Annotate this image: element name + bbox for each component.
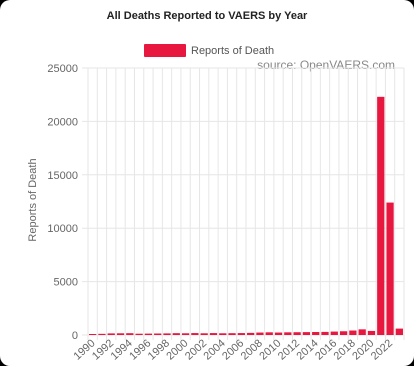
bar-1999 [173,333,180,335]
y-tick-label: 10000 [47,223,78,235]
bar-2001 [191,333,198,335]
y-tick-label: 5000 [54,277,78,289]
bar-2004 [219,333,226,335]
gridlines [82,68,404,340]
bar-2017 [340,331,347,335]
bar-2011 [284,332,291,335]
bar-2015 [321,332,328,335]
legend-label: Reports of Death [191,45,274,57]
bar-2006 [238,333,245,335]
bar-2000 [182,333,189,335]
y-tick-label: 25000 [47,63,78,75]
bar-2018 [349,331,356,335]
y-axis-title: Reports of Death [27,158,39,241]
bar-1997 [154,334,161,335]
bar-1991 [98,334,105,335]
bar-1996 [145,334,152,335]
bar-1990 [89,334,96,335]
bar-2021 [377,97,384,335]
bar-2014 [312,332,319,335]
x-tick-label: 2022 [369,337,395,362]
bar-2002 [201,333,208,335]
bar-2007 [247,333,254,335]
bar-2009 [266,332,273,335]
bar-2013 [303,332,310,335]
y-tick-label: 0 [72,330,78,342]
chart-title: All Deaths Reported to VAERS by Year [107,10,308,22]
bar-2019 [359,329,366,335]
bar-1993 [117,333,124,335]
x-axis-ticks: 1990199219941996199820002002200420062008… [71,337,395,362]
bar-2022 [386,203,393,335]
bar-1995 [135,334,142,335]
legend-swatch [144,44,186,57]
y-axis-ticks: 0 5000 10000 15000 20000 25000 [47,63,78,342]
bar-1992 [108,333,115,335]
bar-2016 [331,332,338,335]
bar-2003 [210,333,217,335]
bar-2012 [293,332,300,335]
bar-2010 [275,333,282,335]
bar-1998 [163,333,170,335]
y-tick-label: 15000 [47,170,78,182]
bar-2008 [256,333,263,335]
bar-2005 [228,333,235,335]
bar-1994 [126,333,133,335]
y-tick-label: 20000 [47,116,78,128]
legend: Reports of Death [144,44,274,57]
bar-2020 [368,331,375,335]
source-note: source: OpenVAERS.com [257,58,395,72]
bar-2023 [396,329,403,335]
